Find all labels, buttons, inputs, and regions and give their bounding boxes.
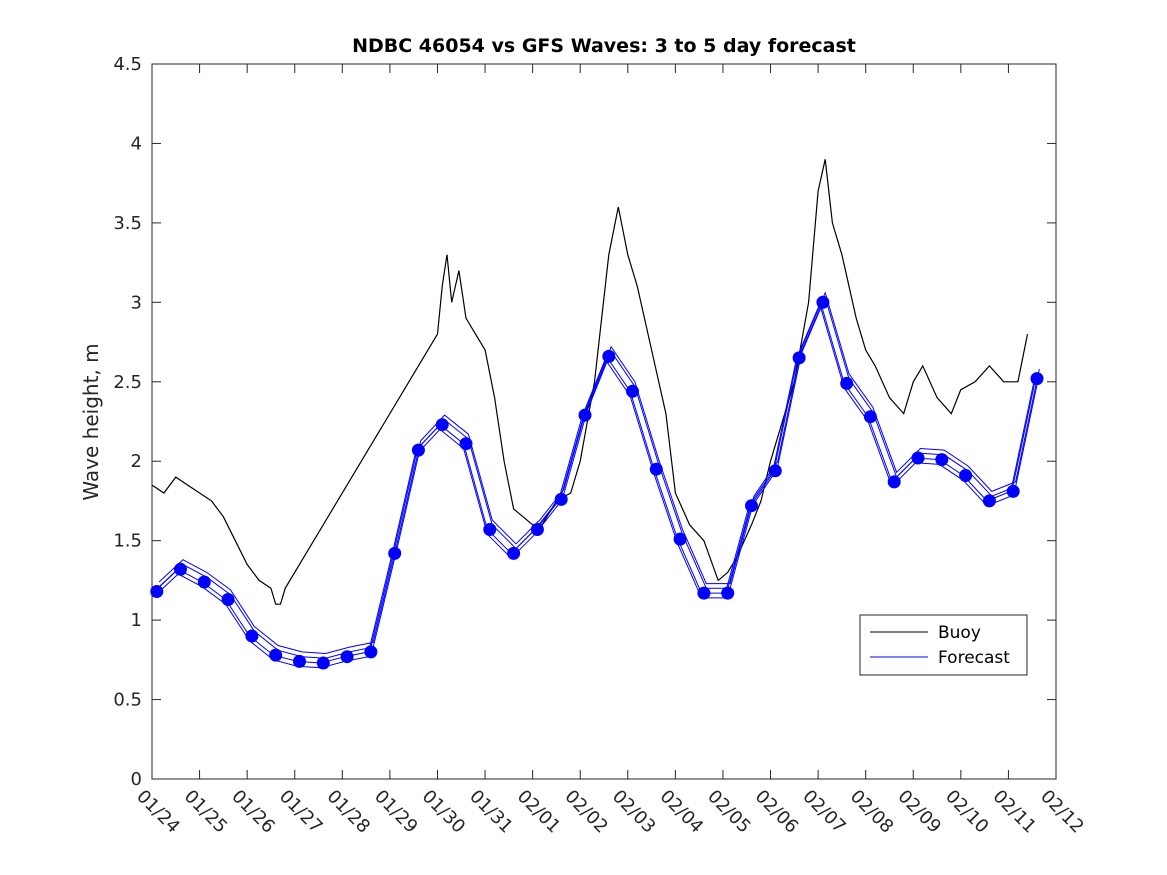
x-tick-label: 02/04: [656, 786, 708, 838]
y-tick-label: 0: [131, 769, 142, 790]
legend-buoy-label: Buoy: [938, 623, 981, 643]
forecast-point: [507, 546, 521, 560]
x-tick-label: 01/27: [275, 786, 327, 838]
forecast-point: [578, 408, 592, 422]
forecast-point: [340, 650, 354, 664]
y-tick-label: 2: [131, 451, 142, 472]
x-tick-label: 01/24: [132, 786, 184, 838]
forecast-point: [697, 586, 711, 600]
forecast-point: [816, 295, 830, 309]
x-tick-label: 02/03: [608, 786, 660, 838]
x-tick-label: 02/05: [703, 786, 755, 838]
y-tick-label: 0.5: [113, 690, 142, 711]
y-tick-label: 3: [131, 292, 142, 313]
forecast-point: [554, 492, 568, 506]
forecast-point: [959, 469, 973, 482]
forecast-point: [221, 593, 235, 606]
forecast-point: [1030, 372, 1044, 386]
forecast-point: [745, 499, 758, 513]
y-tick-label: 1: [131, 610, 142, 631]
forecast-point: [150, 585, 164, 598]
forecast-point: [721, 586, 735, 600]
forecast-point: [316, 656, 330, 670]
forecast-point: [626, 384, 639, 398]
x-tick-label: 01/31: [465, 786, 517, 838]
forecast-point: [197, 575, 211, 589]
x-tick-label: 02/11: [989, 786, 1041, 838]
x-tick-label: 01/25: [180, 786, 232, 838]
forecast-point: [863, 410, 877, 424]
x-tick-label: 01/28: [323, 786, 375, 838]
forecast-point: [1006, 484, 1020, 498]
forecast-point: [459, 437, 473, 451]
y-tick-label: 2.5: [113, 372, 142, 393]
forecast-point: [364, 645, 378, 659]
forecast-point: [673, 532, 687, 546]
forecast-point: [483, 523, 497, 536]
forecast-point: [935, 453, 949, 467]
forecast-point: [293, 654, 306, 668]
x-tick-label: 01/26: [227, 786, 279, 838]
x-tick-label: 02/09: [893, 786, 945, 838]
y-tick-label: 1.5: [113, 531, 142, 552]
legend: Buoy Forecast: [859, 614, 1028, 676]
forecast-point: [530, 523, 544, 536]
buoy-layer: [151, 159, 1029, 605]
forecast-point: [911, 451, 925, 465]
x-tick-label: 02/12: [1036, 786, 1088, 838]
forecast-point: [887, 475, 901, 489]
forecast-point: [792, 351, 806, 365]
forecast-point: [245, 629, 259, 643]
forecast-line: [158, 296, 1040, 659]
x-tick-label: 02/01: [513, 786, 565, 838]
y-axis-label: Wave height, m: [79, 343, 103, 500]
y-tick-label: 4: [131, 133, 142, 154]
x-tick-label: 02/06: [751, 786, 803, 838]
forecast-layer: [150, 291, 1044, 670]
forecast-line: [158, 291, 1040, 655]
legend-box: [859, 614, 1028, 676]
x-tick-label: 02/07: [798, 786, 850, 838]
forecast-point: [174, 562, 187, 576]
x-tick-label: 02/10: [941, 786, 993, 838]
forecast-point: [388, 546, 402, 560]
y-tick-label: 3.5: [113, 213, 142, 234]
x-tick-label: 01/29: [370, 786, 422, 838]
forecast-point: [269, 648, 283, 662]
y-tick-label: 4.5: [113, 54, 142, 75]
forecast-point: [602, 349, 616, 363]
legend-forecast-label: Forecast: [938, 648, 1010, 668]
x-tick-label: 02/08: [846, 786, 898, 838]
forecast-point: [840, 376, 854, 390]
buoy-line: [151, 159, 1029, 605]
forecast-point: [768, 464, 782, 478]
forecast-point: [411, 443, 425, 457]
forecast-point: [435, 418, 449, 432]
x-tick-label: 02/02: [560, 786, 612, 838]
forecast-point: [649, 462, 663, 476]
x-tick-label: 01/30: [418, 786, 470, 838]
chart-title: NDBC 46054 vs GFS Waves: 3 to 5 day fore…: [352, 35, 856, 57]
forecast-point: [982, 494, 996, 508]
